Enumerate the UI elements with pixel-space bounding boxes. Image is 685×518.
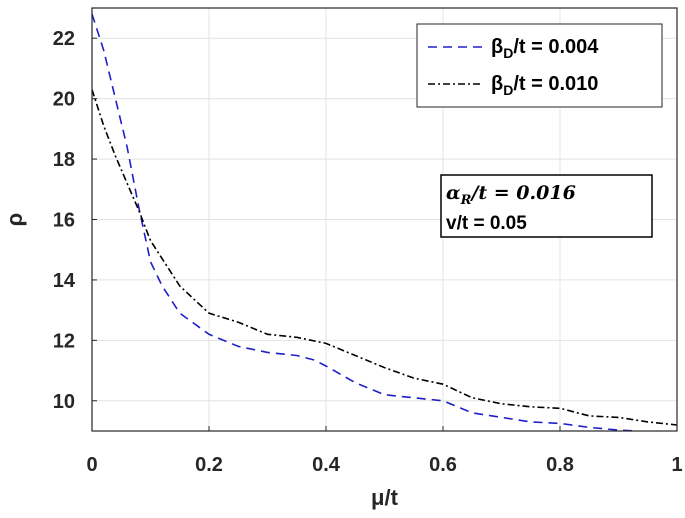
annotation-v-over-t: v/t = 0.05 (446, 213, 527, 234)
x-tick-label: 0.2 (195, 454, 223, 476)
legend-entry-series-1-rest: /t = 0.004 (513, 36, 599, 58)
annotation-alpha-symbol: α (446, 182, 461, 204)
x-axis-label: μ/t (371, 485, 399, 510)
series-line-2 (91, 89, 678, 426)
y-tick-label: 14 (53, 270, 76, 292)
annotation-alpha-subscript: R (460, 193, 472, 208)
annotation-alpha-value: /t = 0.016 (469, 182, 575, 204)
y-tick-label: 10 (53, 391, 75, 413)
legend-entry-series-2-subscript: D (503, 82, 513, 98)
legend-entry-series-1: βD/t = 0.004 (491, 36, 599, 61)
y-tick-label: 18 (53, 149, 75, 171)
x-tick-label: 0 (86, 454, 97, 476)
y-tick-label: 12 (53, 330, 75, 352)
legend-entry-series-2: βD/t = 0.010 (491, 73, 598, 98)
legend: βD/t = 0.004 βD/t = 0.010 (416, 23, 663, 108)
y-tick-label: 16 (53, 210, 75, 232)
x-tick-labels: 0 0.2 0.4 0.6 0.8 1 (86, 426, 683, 476)
series-lines (91, 13, 678, 432)
x-tick-label: 0.8 (546, 454, 574, 476)
x-tick-label: 0.6 (429, 454, 457, 476)
legend-entry-series-2-symbol: β (491, 73, 503, 95)
y-tick-label: 20 (53, 89, 75, 111)
x-tick-label: 1 (671, 454, 682, 476)
annotation-box (440, 174, 653, 238)
legend-entry-series-2-rest: /t = 0.010 (513, 73, 598, 95)
legend-entry-series-1-symbol: β (491, 36, 503, 58)
annotation-alpha-r: αR/t = 0.016 (446, 182, 576, 208)
legend-box (416, 23, 663, 108)
x-tick-label: 0.4 (312, 454, 341, 476)
legend-entry-series-1-subscript: D (503, 45, 513, 61)
y-tick-labels: 10 12 14 16 18 20 22 (53, 28, 97, 413)
y-tick-label: 22 (53, 28, 75, 50)
parameter-annotation: αR/t = 0.016 v/t = 0.05 (440, 174, 653, 238)
series-line-1 (91, 13, 637, 432)
y-axis-label: ρ (2, 213, 27, 227)
